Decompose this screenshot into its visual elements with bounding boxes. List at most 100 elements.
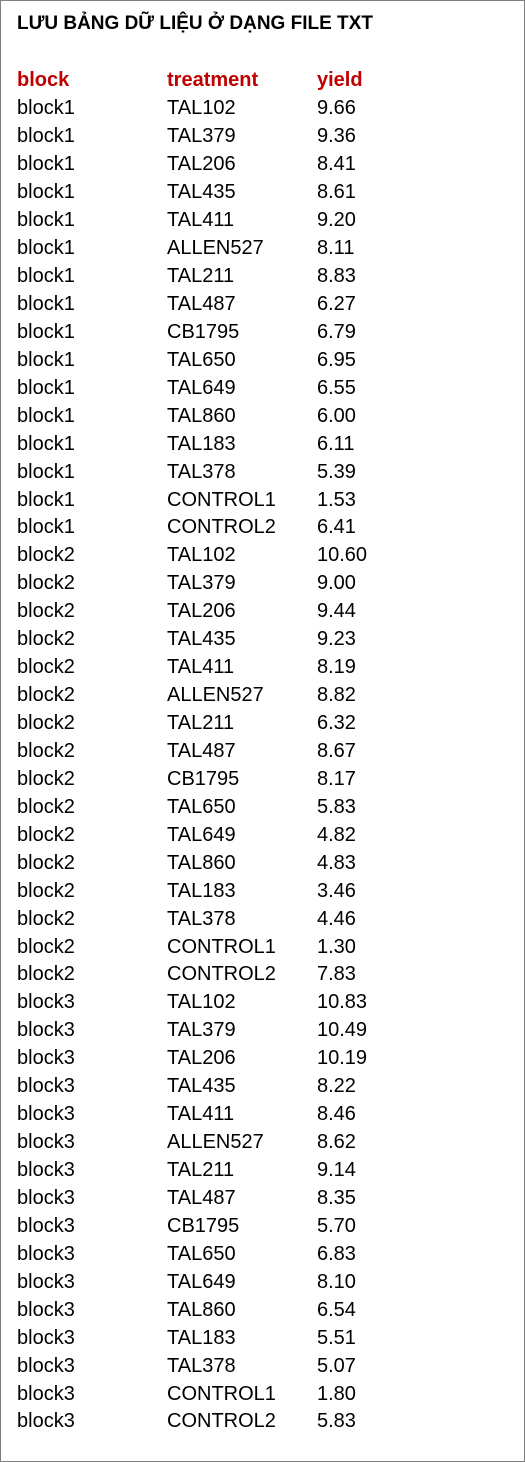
cell-block: block2 [17,963,75,986]
cell-block: block1 [17,376,75,399]
table-row: block1 TAL102 9.66 [17,95,497,123]
cell-yield: 8.22 [317,1075,356,1098]
cell-yield: 8.46 [317,1103,356,1126]
table-row: block1 TAL649 6.55 [17,374,497,402]
table-row: block1 TAL206 8.41 [17,151,497,179]
cell-block: block3 [17,1242,75,1265]
cell-yield: 4.46 [317,907,356,930]
cell-block: block2 [17,907,75,930]
cell-yield: 6.95 [317,348,356,371]
cell-block: block3 [17,1214,75,1237]
table-row: block3 TAL649 8.10 [17,1268,497,1296]
cell-block: block2 [17,600,75,623]
table-row: block2 TAL435 9.23 [17,626,497,654]
header-treatment: treatment [167,69,259,92]
cell-treatment: TAL649 [167,1270,236,1293]
cell-yield: 6.41 [317,516,356,539]
cell-treatment: TAL378 [167,460,236,483]
table-row: block1 CONTROL1 1.53 [17,486,497,514]
cell-treatment: TAL860 [167,851,236,874]
cell-block: block1 [17,404,75,427]
cell-treatment: CB1795 [167,320,240,343]
cell-treatment: CONTROL2 [167,516,276,539]
table-row: block1 TAL378 5.39 [17,458,497,486]
cell-block: block3 [17,1019,75,1042]
cell-treatment: TAL379 [167,572,236,595]
cell-yield: 8.83 [317,265,356,288]
cell-block: block3 [17,1159,75,1182]
table-row: block3 TAL435 8.22 [17,1073,497,1101]
table-row: block3 CB1795 5.70 [17,1212,497,1240]
cell-block: block1 [17,320,75,343]
cell-yield: 10.19 [317,1047,368,1070]
cell-block: block3 [17,1186,75,1209]
cell-yield: 6.11 [317,432,355,455]
cell-treatment: TAL211 [167,265,235,288]
cell-block: block3 [17,1047,75,1070]
cell-treatment: TAL411 [167,656,235,679]
cell-yield: 9.23 [317,628,356,651]
cell-treatment: TAL211 [167,1159,235,1182]
cell-block: block3 [17,1354,75,1377]
table-row: block1 TAL435 8.61 [17,179,497,207]
cell-treatment: ALLEN527 [167,237,264,260]
cell-treatment: TAL435 [167,181,236,204]
table-row: block2 TAL860 4.83 [17,849,497,877]
cell-treatment: TAL206 [167,1047,236,1070]
cell-treatment: ALLEN527 [167,684,264,707]
table-row: block2 TAL183 3.46 [17,877,497,905]
data-table: block treatment yield block1 TAL102 9.66 bl… [17,67,497,1436]
cell-block: block1 [17,153,75,176]
table-row: block1 TAL379 9.36 [17,123,497,151]
table-row: block1 CB1795 6.79 [17,318,497,346]
table-row: block2 ALLEN527 8.82 [17,682,497,710]
cell-yield: 8.35 [317,1186,356,1209]
cell-yield: 8.62 [317,1131,356,1154]
cell-block: block2 [17,544,75,567]
cell-treatment: TAL102 [167,97,236,120]
cell-block: block1 [17,181,75,204]
cell-block: block1 [17,97,75,120]
cell-block: block2 [17,739,75,762]
cell-block: block2 [17,656,75,679]
cell-yield: 8.82 [317,684,356,707]
table-row: block3 TAL411 8.46 [17,1101,497,1129]
cell-treatment: CONTROL1 [167,1382,276,1405]
table-row: block2 TAL487 8.67 [17,738,497,766]
table-row: block2 TAL649 4.82 [17,821,497,849]
table-row: block1 TAL650 6.95 [17,346,497,374]
cell-treatment: TAL649 [167,376,236,399]
cell-block: block3 [17,1270,75,1293]
cell-block: block1 [17,209,75,232]
cell-treatment: TAL411 [167,209,235,232]
cell-block: block2 [17,572,75,595]
cell-block: block2 [17,879,75,902]
table-row: block2 TAL379 9.00 [17,570,497,598]
cell-block: block1 [17,292,75,315]
cell-yield: 9.14 [317,1159,356,1182]
cell-block: block1 [17,265,75,288]
table-row: block1 TAL183 6.11 [17,430,497,458]
cell-block: block3 [17,1382,75,1405]
cell-block: block2 [17,628,75,651]
header-block: block [17,69,70,92]
table-row: block3 TAL378 5.07 [17,1352,497,1380]
cell-yield: 6.55 [317,376,356,399]
table-row: block2 TAL411 8.19 [17,654,497,682]
cell-treatment: TAL650 [167,795,236,818]
table-row: block1 ALLEN527 8.11 [17,235,497,263]
cell-treatment: TAL102 [167,991,236,1014]
cell-yield: 10.83 [317,991,368,1014]
cell-block: block2 [17,684,75,707]
cell-treatment: TAL487 [167,1186,236,1209]
table-row: block3 TAL102 10.83 [17,989,497,1017]
cell-yield: 1.53 [317,488,356,511]
cell-yield: 6.27 [317,292,356,315]
cell-treatment: CB1795 [167,1214,240,1237]
cell-yield: 5.07 [317,1354,356,1377]
cell-yield: 5.51 [317,1326,356,1349]
cell-treatment: TAL435 [167,628,236,651]
cell-block: block2 [17,767,75,790]
cell-yield: 5.39 [317,460,356,483]
cell-yield: 4.82 [317,823,356,846]
